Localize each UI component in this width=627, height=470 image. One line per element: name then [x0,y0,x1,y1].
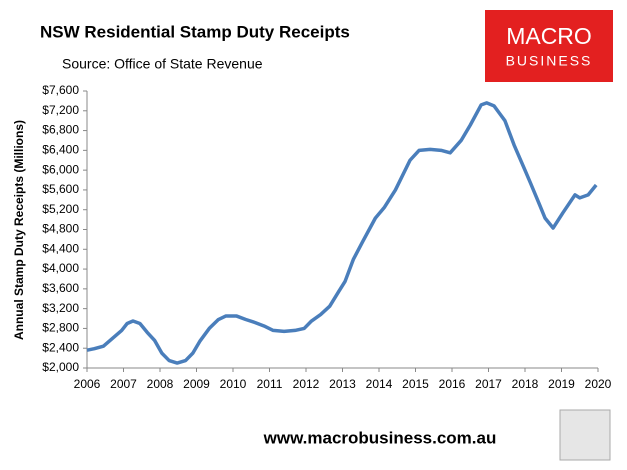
y-tick-label: $7,600 [42,83,79,97]
y-tick-label: $6,800 [42,123,79,137]
logo-text: MACRO [506,23,592,49]
line-series [86,101,598,365]
x-tick-label: 2012 [293,377,320,391]
y-tick-label: $2,800 [42,321,79,335]
chart-subtitle: Source: Office of State Revenue [62,56,263,72]
y-tick-label: $6,000 [42,162,79,176]
x-tick-label: 2010 [220,377,247,391]
y-tick-label: $4,800 [42,222,79,236]
y-tick-label: $4,000 [42,261,79,275]
y-tick-label: $2,400 [42,340,79,354]
logo-icon [559,409,611,461]
logo-text: BUSINESS [506,53,593,69]
x-tick-label: 2013 [329,377,356,391]
y-tick-label: $6,400 [42,143,79,157]
logo-box [485,10,613,82]
y-tick-label: $7,200 [42,103,79,117]
x-tick-label: 2009 [183,377,210,391]
y-tick-label: $2,000 [42,360,79,374]
chart-title: NSW Residential Stamp Duty Receipts [40,22,350,41]
x-tick-label: 2016 [439,377,466,391]
x-tick-label: 2018 [512,377,539,391]
y-tick-label: $3,200 [42,301,79,315]
x-tick-label: 2006 [74,377,101,391]
x-tick-label: 2015 [402,377,429,391]
x-tick-label: 2014 [366,377,393,391]
y-axis-label: Annual Stamp Duty Receipts (Millions) [12,120,26,340]
x-tick-label: 2017 [475,377,502,391]
y-tick-label: $4,400 [42,241,79,255]
x-tick-label: 2019 [548,377,575,391]
y-tick-label: $5,600 [42,182,79,196]
footer: www.macrobusiness.com.au [263,428,497,447]
y-tick-label: $3,600 [42,281,79,295]
x-tick-label: 2008 [147,377,174,391]
x-tick-label: 2020 [585,377,612,391]
x-tick-label: 2011 [257,377,283,391]
x-tick-label: 2007 [110,377,137,391]
y-tick-label: $5,200 [42,202,79,216]
